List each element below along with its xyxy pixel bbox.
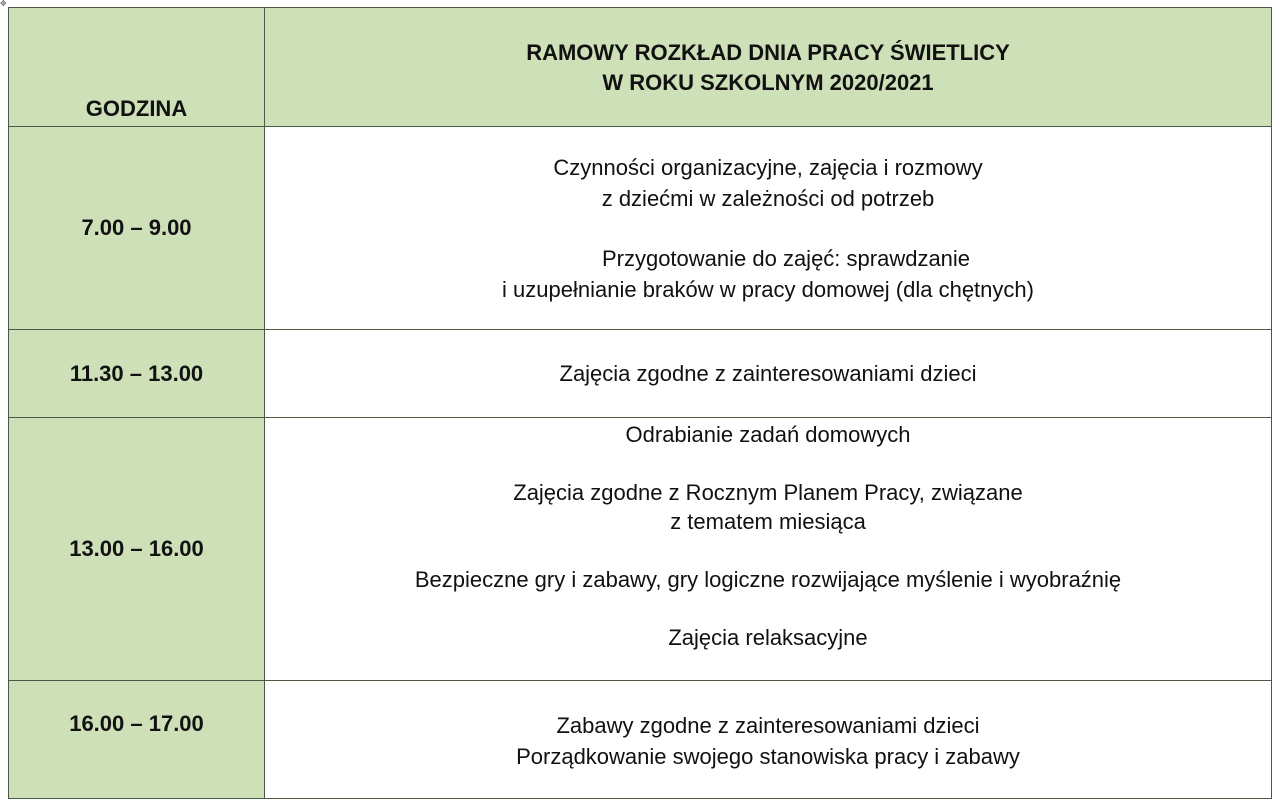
header-time-label: GODZINA <box>85 96 188 121</box>
activity-cell: Czynności organizacyjne, zajęcia i rozmo… <box>264 126 1272 330</box>
activity-line: Zajęcia zgodne z Rocznym Planem Pracy, z… <box>513 480 1023 505</box>
time-cell: 13.00 – 16.00 <box>8 417 265 681</box>
activity-line: Porządkowanie swojego stanowiska pracy i… <box>516 744 1020 769</box>
activity-line: Zabawy zgodne z zainteresowaniami dzieci <box>556 713 980 738</box>
table-row: 13.00 – 16.00 Odrabianie zadań domowych … <box>8 417 1272 681</box>
time-cell: 11.30 – 13.00 <box>8 329 265 418</box>
table-row: 11.30 – 13.00 Zajęcia zgodne z zainteres… <box>8 329 1272 418</box>
activity-line: Przygotowanie do zajęć: sprawdzanie <box>601 245 971 271</box>
activity-line: Zajęcia zgodne z zainteresowaniami dziec… <box>559 360 977 386</box>
schedule-table: GODZINA RAMOWY ROZKŁAD DNIA PRACY ŚWIETL… <box>8 7 1272 799</box>
activity-cell: Zabawy zgodne z zainteresowaniami dzieci… <box>264 680 1272 799</box>
activity-line: Bezpieczne gry i zabawy, gry logiczne ro… <box>414 567 1122 592</box>
title-line-2: W ROKU SZKOLNYM 2020/2021 <box>602 70 934 95</box>
header-row: GODZINA RAMOWY ROZKŁAD DNIA PRACY ŚWIETL… <box>8 7 1272 127</box>
activity-cell: Odrabianie zadań domowych Zajęcia zgodne… <box>264 417 1272 681</box>
time-cell: 7.00 – 9.00 <box>8 126 265 330</box>
activity-line: Czynności organizacyjne, zajęcia i rozmo… <box>553 154 983 180</box>
table-row: 7.00 – 9.00 Czynności organizacyjne, zaj… <box>8 126 1272 330</box>
title-line-1: RAMOWY ROZKŁAD DNIA PRACY ŚWIETLICY <box>526 40 1010 65</box>
activity-line: Odrabianie zadań domowych <box>625 422 911 447</box>
activity-line: z tematem miesiąca <box>670 509 866 534</box>
activity-line: z dziećmi w zależności od potrzeb <box>601 185 935 211</box>
activity-line: i uzupełnianie braków w pracy domowej (d… <box>502 276 1034 302</box>
time-cell: 16.00 – 17.00 <box>8 680 265 799</box>
table-row: 16.00 – 17.00 Zabawy zgodne z zaintereso… <box>8 680 1272 799</box>
table-move-handle-icon[interactable]: ✥ <box>0 0 7 8</box>
activity-cell: Zajęcia zgodne z zainteresowaniami dziec… <box>264 329 1272 418</box>
activity-line: Zajęcia relaksacyjne <box>668 625 868 650</box>
header-title-cell: RAMOWY ROZKŁAD DNIA PRACY ŚWIETLICY W RO… <box>264 7 1272 127</box>
header-time-cell: GODZINA <box>8 7 265 127</box>
